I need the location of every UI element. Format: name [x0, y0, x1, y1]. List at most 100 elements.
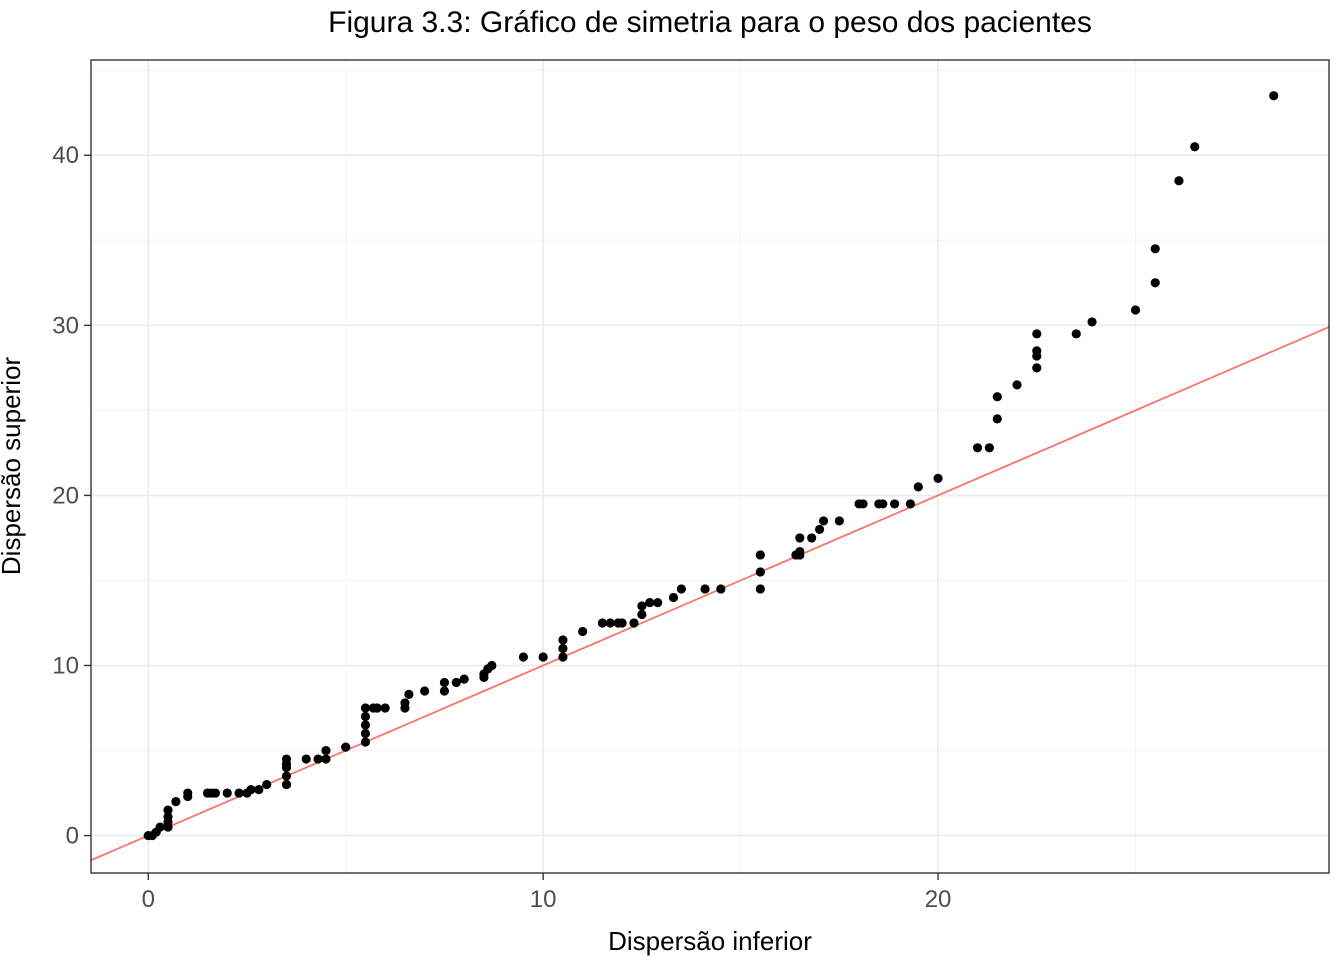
- panel-border: [90, 59, 1330, 874]
- data-point: [597, 618, 607, 628]
- plot-panel: [91, 60, 1329, 873]
- data-point: [795, 533, 805, 543]
- data-point: [637, 609, 647, 620]
- data-point: [905, 499, 916, 509]
- data-point: [360, 737, 371, 747]
- data-point: [321, 745, 331, 756]
- y-tick-label: 40: [52, 142, 79, 169]
- data-point: [933, 473, 943, 484]
- x-tick-label: 0: [142, 886, 155, 913]
- data-point: [578, 626, 588, 637]
- data-point: [1032, 346, 1042, 356]
- data-point: [1012, 380, 1022, 390]
- data-point: [281, 754, 292, 764]
- data-point: [222, 788, 232, 798]
- data-point: [360, 711, 371, 722]
- data-point: [676, 584, 686, 594]
- data-point: [755, 584, 765, 594]
- data-point: [210, 788, 220, 798]
- data-point: [1150, 278, 1160, 288]
- data-point: [617, 618, 627, 628]
- data-point: [163, 812, 173, 822]
- data-point: [558, 652, 568, 662]
- data-point: [653, 597, 663, 608]
- data-point: [262, 779, 272, 790]
- data-point: [404, 689, 414, 700]
- data-point: [321, 754, 331, 764]
- x-tick-label: 10: [530, 886, 557, 913]
- data-point: [1032, 329, 1042, 339]
- data-point: [700, 584, 710, 594]
- data-point: [1174, 176, 1184, 186]
- data-point: [341, 742, 351, 752]
- data-point: [246, 785, 256, 795]
- data-point: [629, 618, 639, 628]
- data-point: [795, 546, 805, 557]
- data-point: [818, 516, 829, 526]
- data-point: [992, 392, 1002, 402]
- data-point: [637, 601, 647, 611]
- data-point: [1130, 305, 1141, 315]
- x-axis: 0 10 20: [142, 873, 952, 913]
- data-point: [439, 686, 450, 696]
- grid-minor-lines: [91, 60, 1329, 873]
- data-point: [234, 788, 244, 798]
- data-point: [984, 443, 994, 453]
- y-tick-label: 30: [52, 312, 79, 339]
- y-tick-label: 20: [52, 482, 79, 509]
- data-point: [807, 533, 817, 543]
- data-point: [360, 720, 371, 730]
- data-point: [878, 499, 888, 509]
- data-point: [459, 674, 469, 684]
- data-point: [755, 567, 765, 577]
- data-point: [1190, 142, 1200, 152]
- y-tick-label: 10: [52, 652, 79, 679]
- data-point: [890, 499, 900, 509]
- data-point: [1071, 329, 1081, 339]
- data-point: [668, 592, 679, 603]
- data-point: [558, 635, 568, 645]
- chart-title: Figura 3.3: Gráfico de simetria para o p…: [328, 6, 1092, 39]
- data-point: [183, 788, 193, 798]
- data-point: [716, 584, 726, 594]
- data-point: [814, 524, 825, 535]
- data-point: [400, 698, 410, 708]
- data-point: [538, 652, 548, 662]
- data-point: [451, 677, 461, 688]
- data-point: [439, 677, 450, 688]
- data-point: [1269, 91, 1279, 101]
- data-point: [155, 822, 165, 832]
- data-point: [1087, 317, 1097, 327]
- data-point: [558, 643, 568, 654]
- data-point: [372, 703, 382, 713]
- data-point: [972, 443, 983, 453]
- data-point: [420, 686, 430, 696]
- data-point: [1150, 244, 1160, 254]
- data-point: [360, 728, 371, 739]
- data-point: [163, 805, 173, 815]
- y-axis: 0 10 20 30 40: [52, 142, 91, 850]
- data-point: [171, 796, 181, 807]
- data-point: [913, 482, 923, 492]
- data-point: [992, 414, 1002, 424]
- data-point: [645, 597, 655, 608]
- data-point: [380, 703, 390, 713]
- data-point: [254, 785, 264, 795]
- x-axis-title: Dispersão inferior: [608, 926, 812, 956]
- data-point: [1032, 363, 1042, 373]
- y-tick-label: 0: [66, 823, 79, 850]
- data-point: [858, 499, 868, 509]
- reference-line: [90, 326, 1330, 862]
- y-axis-title: Dispersão superior: [0, 357, 26, 576]
- data-point: [313, 754, 323, 764]
- data-points: [143, 91, 1279, 841]
- reference-line-layer: [90, 326, 1330, 862]
- data-point: [755, 550, 765, 560]
- x-tick-label: 20: [925, 886, 952, 913]
- data-point: [487, 660, 497, 671]
- data-point: [301, 754, 311, 764]
- data-point: [518, 652, 529, 662]
- grid-major-lines: [91, 60, 1329, 873]
- data-point: [360, 703, 371, 713]
